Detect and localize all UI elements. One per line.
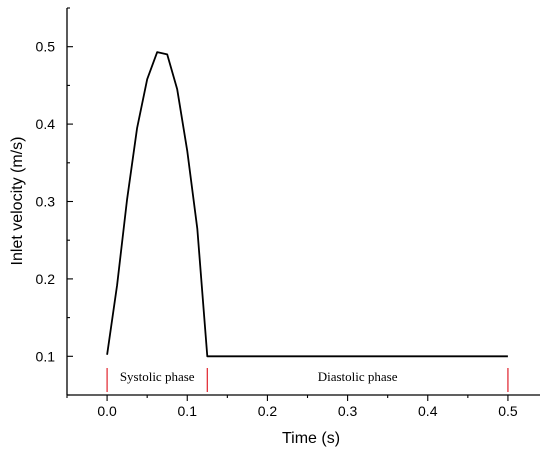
y-tick-label: 0.4 <box>36 116 56 132</box>
x-tick-label: 0.3 <box>338 403 358 419</box>
y-tick-label: 0.1 <box>36 348 56 364</box>
x-tick-label: 0.1 <box>178 403 198 419</box>
y-axis-title: Inlet velocity (m/s) <box>9 137 26 266</box>
y-tick-label: 0.3 <box>36 194 56 210</box>
x-tick-label: 0.0 <box>97 403 117 419</box>
y-tick-label: 0.2 <box>36 271 56 287</box>
x-tick-label: 0.2 <box>258 403 278 419</box>
annotations: Systolic phase Diastolic phase <box>120 369 398 384</box>
x-axis-title: Time (s) <box>282 430 340 447</box>
y-tick-label: 0.5 <box>36 39 56 55</box>
series <box>106 51 508 358</box>
phase-label: Systolic phase <box>120 369 195 384</box>
x-tick-label: 0.5 <box>498 403 518 419</box>
phase-markers <box>106 368 509 392</box>
phase-label: Diastolic phase <box>318 369 398 384</box>
axes: 0.1 0.2 0.3 0.4 0.5 0.0 0.1 0.2 0.3 0.4 0.5 <box>36 7 540 419</box>
velocity-series-line <box>106 51 508 358</box>
x-tick-label: 0.4 <box>418 403 438 419</box>
